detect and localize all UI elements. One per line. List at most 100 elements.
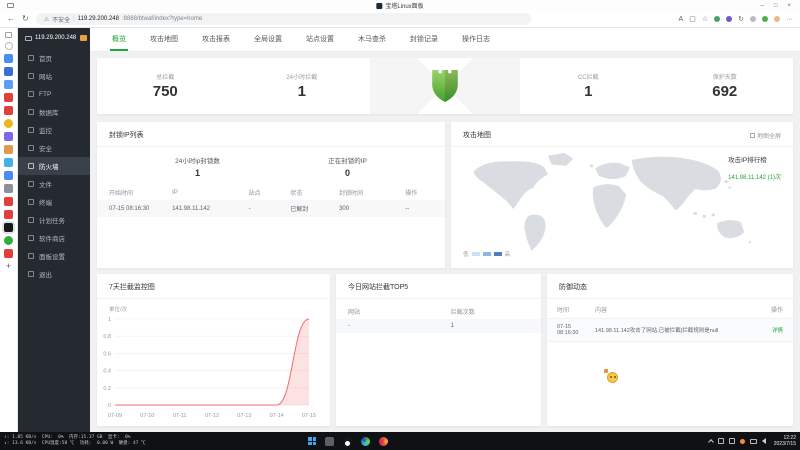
sidebar-menu-item[interactable]: 终端 [18,193,90,211]
display-icon[interactable] [749,438,757,444]
stat-label: 保护天数 [712,75,737,81]
col-header: 内容 [595,308,608,314]
browser-tab-favicon[interactable] [4,210,13,219]
browser-tab-favicon[interactable] [4,184,13,193]
defense-header-row: 时间 内容 操作 [547,299,793,318]
x-tick-label: 07-15 [302,413,316,419]
waf-tab[interactable]: 攻击报表 [202,36,230,43]
browser-tab-favicon[interactable] [4,145,13,154]
waf-tab[interactable]: 站点设置 [306,36,334,43]
map-legend: 低 高 [463,252,511,258]
server-header[interactable]: 119.29.200.248 [18,28,90,49]
browser-tab-favicon[interactable] [4,93,13,102]
y-axis-unit-label: 单位/次 [109,307,128,313]
browser-tab-favicon[interactable] [4,67,13,76]
stat-block: 24小时拦截 1 [234,72,371,100]
recent-tabs-icon[interactable] [4,42,13,50]
menu-item-icon [28,217,34,223]
top5-title: 今日网站拦截TOP5 [348,284,409,291]
sidebar-menu-item[interactable]: 计划任务 [18,211,90,229]
col-header: 封锁时间 [339,191,364,197]
sidebar-menu-item[interactable]: 监控 [18,121,90,139]
browser-tab-favicon[interactable] [4,80,13,89]
browser-tab-favicon[interactable] [4,54,13,63]
mascot-icon[interactable] [604,369,618,383]
sidebar-menu-item[interactable]: 文件 [18,175,90,193]
volume-icon[interactable] [761,438,766,444]
taskbar-clock[interactable]: 12:22 2023/7/15 [773,434,796,448]
sidebar-menu-item[interactable]: FTP [18,85,90,103]
waf-tab[interactable]: 全局设置 [254,36,282,43]
metric-value: 1 [195,168,201,178]
toolbar-icon[interactable]: ☆ [701,15,709,23]
sidebar-menu-item[interactable]: 软件商店 [18,229,90,247]
fullscreen-icon [749,132,755,138]
tab-actions-icon[interactable] [7,3,14,8]
toolbar-icon[interactable]: ··· [786,15,793,23]
new-tab-button[interactable]: + [5,261,12,271]
address-bar[interactable]: ⚠ 不安全 | 119.29.200.248 :8888/btwaf/index… [35,13,531,25]
browser-tab-favicon[interactable] [4,171,13,180]
browser-tab-favicon[interactable] [4,249,13,258]
tab-list-icon[interactable] [5,32,12,38]
col-header: 网站 [348,310,361,316]
col-header: IP [172,189,178,196]
tray-expand-icon[interactable] [707,439,714,445]
blocked-ip-table: 开始时间 IP 站点 状态 封锁时间 操作 07-15 0 [97,185,445,217]
sidebar-menu-item[interactable]: 网站 [18,67,90,85]
browser-tab-favicon[interactable] [4,158,13,167]
window-title-text: 宝塔Linux面板 [385,4,424,10]
browser-tab-favicon[interactable] [4,106,13,115]
refresh-icon[interactable]: ↻ [22,14,29,23]
sidebar-menu-item[interactable]: 数据库 [18,103,90,121]
toolbar-extension-icon[interactable] [774,16,780,22]
site-favicon [376,2,383,9]
menu-item-icon [28,109,34,115]
legend-segment [493,252,502,256]
toolbar-extension-icon[interactable] [750,16,756,22]
waf-tab[interactable]: 概览 [100,28,138,51]
maximize-button[interactable]: □ [773,2,778,9]
waf-tab[interactable]: 封锁记录 [410,36,438,43]
toolbar-icon[interactable]: A [678,15,684,23]
menu-item-icon [28,253,34,259]
url-path: :8888/btwaf/index?type=home [121,16,203,22]
block-metrics: 24小时ip封锁数 1 正在封锁的IP 0 [97,147,445,180]
ime-icon[interactable] [728,438,735,444]
browser-tab-favicon[interactable] [4,197,13,206]
map-fullscreen-button[interactable]: 地图全屏 [749,131,781,140]
close-button[interactable]: × [787,2,791,9]
minimize-button[interactable]: – [760,2,764,9]
photos-icon[interactable] [717,438,724,444]
edge-icon[interactable] [361,436,370,446]
sidebar-menu-item[interactable]: 首页 [18,49,90,67]
back-icon[interactable]: ← [7,14,15,23]
toolbar-extension-icon[interactable] [762,16,768,22]
ranking-entry[interactable]: 141.98.11.142 (1)次 [728,175,781,181]
waf-tab[interactable]: 操作日志 [462,36,490,43]
toolbar-icon[interactable]: ↻ [738,15,744,23]
taskbar-app-icon[interactable] [379,436,388,446]
browser-tab-favicon[interactable] [4,132,13,141]
start-button[interactable] [308,437,316,445]
metric-label: 正在封锁的IP [328,158,367,165]
browser-tab-favicon[interactable] [4,236,13,245]
stat-label: 总拦截 [156,75,175,81]
toolbar-extension-icon[interactable] [726,16,733,22]
taskbar-app-icon[interactable] [325,436,334,446]
browser-tab-favicon[interactable] [4,119,13,128]
toolbar-extension-icon[interactable] [714,16,721,22]
attack-map-card: 攻击地图 地图全屏 [451,122,793,268]
qq-icon[interactable] [343,436,352,446]
sidebar-menu-item[interactable]: 退出 [18,265,90,283]
status-dot-icon[interactable] [739,438,745,444]
browser-tab-favicon[interactable] [4,223,13,232]
sidebar-menu-item[interactable]: 防火墙 [18,157,90,175]
sidebar-menu-item[interactable]: 安全 [18,139,90,157]
cell-action[interactable]: -- [403,200,445,217]
toolbar-icon[interactable]: ▢ [689,15,696,23]
sidebar-menu-item[interactable]: 面板设置 [18,247,90,265]
detail-link[interactable]: 详情 [771,328,783,334]
waf-tab[interactable]: 攻击地图 [150,36,178,43]
waf-tab[interactable]: 木马查杀 [358,36,386,43]
